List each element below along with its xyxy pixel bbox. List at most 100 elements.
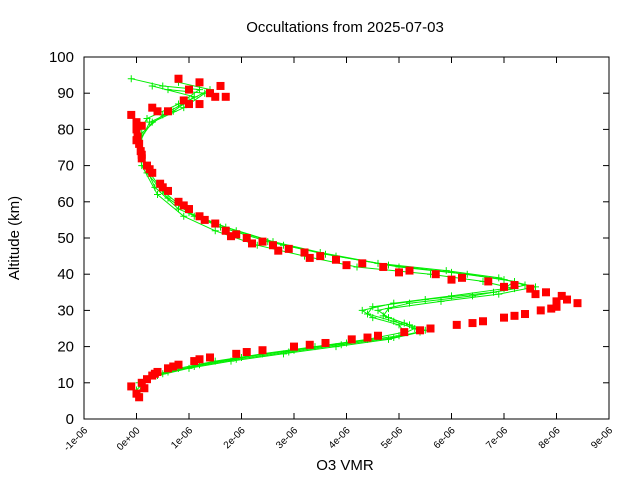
series-1-point	[185, 100, 193, 109]
series-1-point	[137, 378, 146, 387]
y-tick-label: 60	[57, 194, 74, 211]
y-tick-label: 30	[57, 302, 74, 319]
series-0-point	[495, 274, 503, 282]
series-1-point	[426, 324, 435, 333]
series-1-point	[500, 313, 508, 322]
series-1-point	[148, 103, 157, 112]
series-0-point	[500, 276, 508, 284]
series-0-point	[495, 290, 503, 298]
series-1-point	[195, 212, 204, 221]
series-1-point	[431, 270, 440, 279]
series-1-point	[185, 85, 193, 94]
series-1-point	[395, 268, 403, 277]
series-1-point	[179, 96, 188, 105]
series-1-point	[458, 273, 466, 282]
series-0-point	[180, 212, 188, 220]
series-1-point	[132, 125, 141, 134]
series-1-point	[185, 205, 193, 214]
series-0-point	[400, 319, 408, 327]
series-0-point	[379, 312, 387, 320]
x-tick-label: 5e-06	[379, 425, 405, 451]
series-1-point	[510, 281, 519, 290]
series-1-point	[127, 382, 136, 391]
series-1-point	[132, 136, 141, 145]
series-0-point	[285, 348, 293, 356]
series-1-point	[216, 81, 225, 90]
series-1-point	[137, 121, 146, 130]
series-1-point	[232, 230, 241, 239]
series-1-point	[164, 107, 172, 116]
x-tick-label: 9e-06	[589, 425, 615, 451]
series-0-point	[374, 306, 382, 314]
series-0-point	[211, 227, 219, 235]
series-1-point	[521, 310, 529, 319]
series-1-point	[174, 360, 183, 369]
series-0-point	[390, 334, 398, 342]
series-1-point	[531, 290, 540, 299]
series-1-point	[363, 333, 372, 342]
series-1-point	[221, 226, 230, 235]
series-1-point	[332, 255, 340, 264]
series-1-point	[132, 118, 141, 127]
series-1-point	[305, 340, 314, 349]
series-1-point	[447, 275, 456, 284]
series-0-profile-line	[138, 81, 536, 384]
series-1-point	[211, 219, 220, 228]
series-1-point	[211, 92, 220, 101]
series-1-point	[269, 241, 277, 250]
series-1-point	[400, 328, 409, 337]
series-1-point	[526, 284, 535, 293]
y-tick-label: 50	[57, 230, 74, 247]
x-tick-label: 4e-06	[327, 425, 353, 451]
series-1-point	[145, 165, 154, 174]
y-tick-label: 40	[57, 266, 74, 283]
series-0-point	[437, 297, 445, 305]
series-0-point	[358, 306, 366, 314]
series-1-point	[305, 253, 314, 262]
series-1-point	[242, 348, 251, 357]
chart-title: Occultations from 2025-07-03	[246, 19, 444, 36]
series-1-point	[164, 364, 172, 373]
series-1-point	[416, 326, 424, 335]
series-0-point	[469, 292, 476, 300]
series-1-point	[258, 237, 267, 246]
series-0-point	[390, 299, 398, 307]
series-1-point	[248, 239, 256, 248]
series-1-point	[200, 215, 209, 224]
series-1-point	[195, 78, 204, 87]
series-1-point	[374, 331, 382, 340]
series-1-point	[321, 338, 330, 347]
series-0-point	[395, 321, 403, 329]
series-0-point	[143, 115, 151, 123]
series-1-point	[242, 234, 251, 242]
series-1-point	[563, 295, 571, 304]
series-0-point	[127, 75, 135, 83]
series-0-point	[369, 314, 377, 322]
series-0-point	[448, 292, 455, 300]
x-tick-label: 2e-06	[222, 425, 248, 451]
series-0-point	[448, 268, 455, 276]
x-tick-label: 0e+00	[115, 425, 143, 453]
series-1-point	[195, 100, 204, 109]
series-1-point	[510, 311, 519, 320]
series-1-point	[153, 107, 162, 116]
x-tick-label: -1e-06	[62, 425, 91, 454]
series-0-point	[146, 118, 154, 126]
series-1-point	[552, 302, 561, 311]
series-1-point	[258, 346, 267, 355]
series-1-point	[174, 74, 183, 83]
series-1-point	[174, 197, 183, 206]
x-axis-label: O3 VMR	[316, 457, 374, 474]
y-tick-label: 70	[57, 158, 74, 175]
series-1-point	[300, 248, 309, 257]
series-1-point	[221, 92, 230, 101]
series-1-point	[358, 259, 367, 268]
series-1-point	[195, 355, 204, 364]
series-0-point	[369, 303, 377, 311]
series-1-point	[379, 262, 388, 271]
series-1-point	[557, 291, 566, 300]
series-1-point	[143, 375, 151, 384]
series-1-point	[552, 297, 561, 306]
series-1-point	[573, 299, 582, 308]
